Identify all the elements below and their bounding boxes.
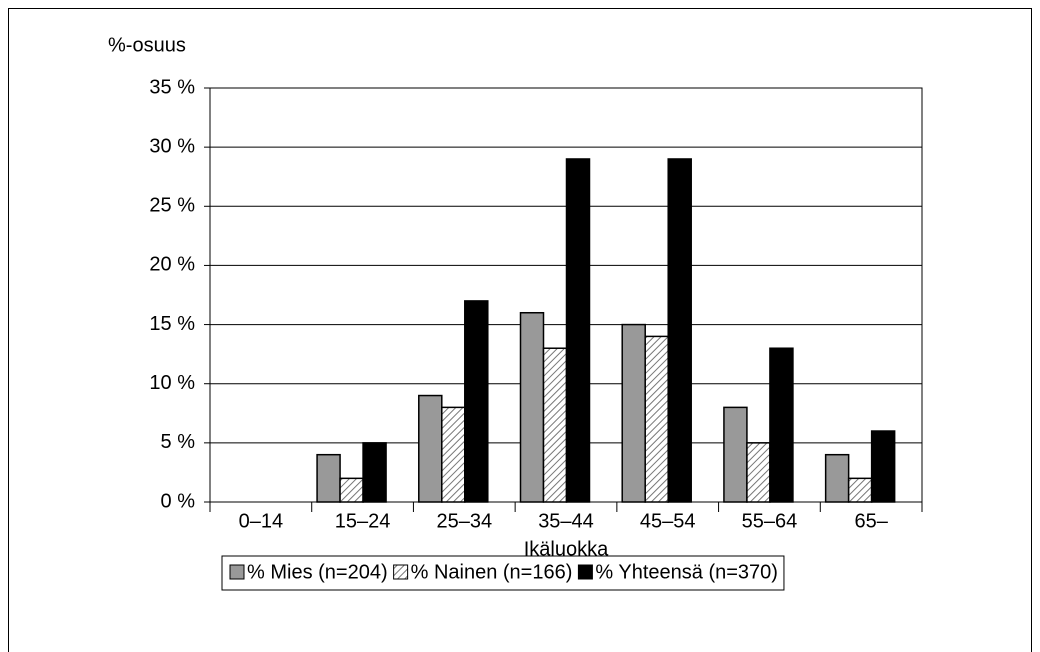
x-tick-label: 25–34 [436, 510, 492, 532]
y-tick-label: 20 % [149, 254, 195, 276]
x-axis-title: Ikäluokka [524, 538, 609, 560]
bar [644, 335, 669, 503]
legend-label: % Nainen (n=166) [411, 561, 573, 583]
x-tick-label: 35–44 [538, 510, 594, 532]
x-tick-label: 0–14 [239, 510, 284, 532]
bar [441, 406, 466, 503]
frame [8, 8, 1032, 652]
bar [667, 158, 692, 503]
x-tick-label: 15–24 [335, 510, 391, 532]
y-tick-label: 10 % [149, 372, 195, 394]
y-tick-label: 0 % [161, 490, 196, 512]
bar [746, 442, 771, 503]
bar [870, 430, 896, 503]
legend-box [221, 555, 785, 591]
bar [542, 347, 568, 503]
y-tick-label: 30 % [149, 135, 195, 157]
bar [418, 394, 443, 503]
bar [316, 453, 341, 503]
legend-swatch [393, 564, 409, 580]
legend-label: % Mies (n=204) [247, 561, 388, 583]
legend-swatch [229, 564, 245, 580]
y-axis-title: %-osuus [108, 34, 186, 56]
legend-swatch [577, 564, 593, 580]
x-tick-label: 65– [854, 510, 888, 532]
bar [847, 477, 873, 503]
bar [464, 300, 489, 503]
bar [362, 442, 387, 503]
bar [519, 311, 545, 503]
y-tick-label: 15 % [149, 313, 195, 335]
legend-label: % Yhteensä (n=370) [595, 561, 778, 583]
x-tick-label: 55–64 [742, 510, 798, 532]
bar [339, 477, 364, 503]
x-tick-label: 45–54 [640, 510, 696, 532]
bar [824, 453, 850, 503]
bar [565, 158, 591, 503]
y-tick-label: 35 % [149, 76, 195, 98]
y-tick-label: 25 % [149, 195, 195, 217]
bar [723, 406, 748, 503]
bar [621, 323, 646, 503]
y-tick-label: 5 % [161, 431, 196, 453]
bar [769, 347, 794, 503]
